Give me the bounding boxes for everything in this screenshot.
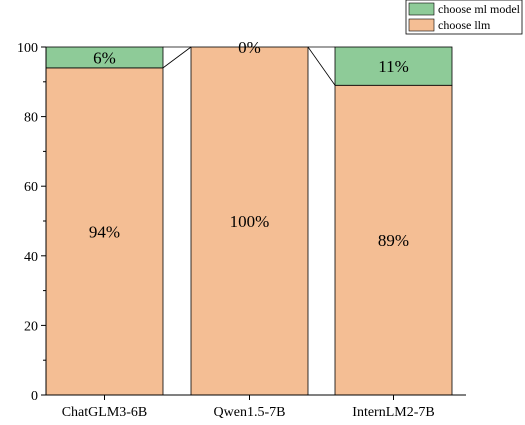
bar-choose-llm-1 [190, 46, 309, 396]
legend: choose ml model choose llm [405, 0, 523, 35]
data-label-ml-0: 6% [93, 48, 116, 67]
y-axis: 0 20 40 60 80 100 [17, 41, 47, 404]
connectors-group [162, 46, 336, 86]
y-tick-label-2: 40 [24, 250, 38, 265]
bar-choose-ml-2 [334, 46, 453, 86]
legend-swatch-ml [408, 2, 435, 16]
x-axis: ChatGLM3-6B Qwen1.5-7B InternLM2-7B [46, 394, 466, 420]
connector-llm-1 [307, 46, 336, 86]
connector-llm-0 [162, 46, 192, 69]
legend-swatch-llm [408, 18, 435, 32]
x-tick-label-1: Qwen1.5-7B [214, 405, 286, 420]
data-label-llm-0: 94% [89, 222, 120, 241]
y-tick-label-3: 60 [24, 180, 38, 195]
data-label-llm-2: 89% [378, 231, 409, 250]
data-label-ml-1: 0% [238, 38, 261, 57]
data-label-ml-2: 11% [378, 57, 409, 76]
y-tick-label-4: 80 [24, 111, 38, 126]
data-label-llm-1: 100% [230, 212, 270, 231]
x-tick-label-2: InternLM2-7B [352, 405, 434, 420]
x-tick-label-0: ChatGLM3-6B [62, 405, 148, 420]
y-tick-label-5: 100 [17, 41, 38, 56]
bar-choose-llm-0 [45, 67, 164, 396]
bars-group: 94% 6% 100% 0% 89% 11% [45, 38, 453, 396]
y-tick-label-0: 0 [31, 389, 38, 404]
legend-label-llm: choose llm [438, 18, 491, 32]
y-tick-label-1: 20 [24, 319, 38, 334]
legend-label-ml: choose ml model [438, 2, 521, 16]
bar-choose-llm-2 [334, 84, 453, 396]
